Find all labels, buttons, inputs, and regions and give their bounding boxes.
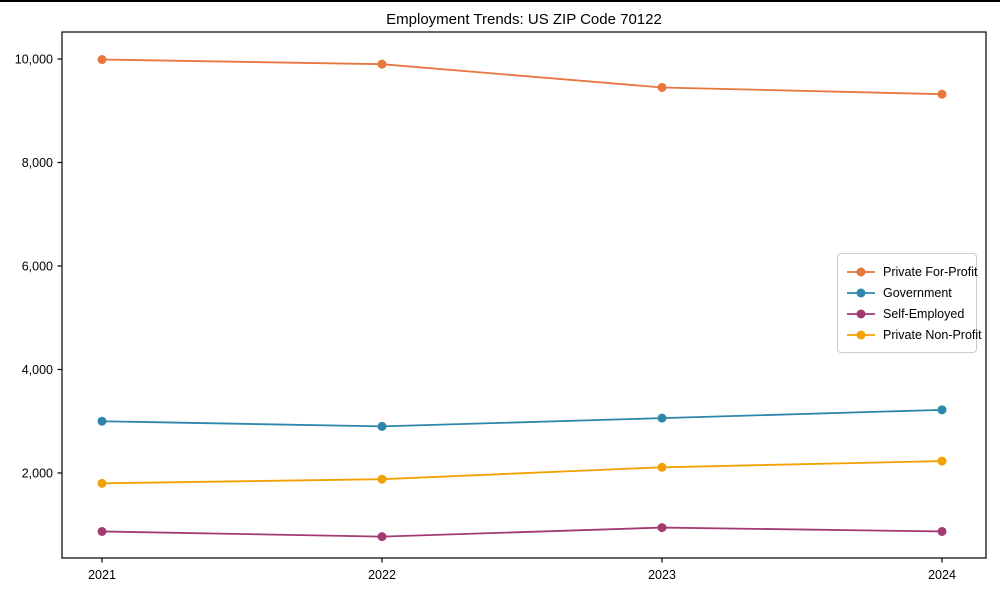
legend-sample-line-icon: [847, 288, 875, 297]
x-tick-label: 2022: [368, 568, 396, 582]
data-point-private-for-profit: [97, 55, 107, 65]
legend-item-private-for-profit: Private For-Profit: [846, 261, 977, 282]
legend-label: Private Non-Profit: [883, 327, 982, 342]
data-point-self-employed: [97, 526, 107, 536]
y-tick-label: 4,000: [22, 363, 53, 377]
data-point-private-non-profit: [97, 478, 107, 488]
legend-item-private-non-profit: Private Non-Profit: [846, 324, 982, 345]
data-point-government: [377, 421, 387, 431]
legend-label: Private For-Profit: [883, 264, 978, 279]
data-point-government: [97, 416, 107, 426]
y-tick-label: 10,000: [15, 52, 53, 66]
window-top-edge: [0, 0, 1000, 2]
series-line-self-employed: [101, 526, 943, 538]
data-point-self-employed: [937, 526, 947, 536]
y-tick-label: 2,000: [22, 466, 53, 480]
legend-label: Self-Employed: [883, 306, 965, 321]
x-tick-label: 2023: [648, 568, 676, 582]
data-point-private-for-profit: [377, 59, 387, 69]
data-point-government: [937, 405, 947, 415]
plot-frame: [61, 31, 987, 559]
data-point-self-employed: [657, 523, 667, 533]
legend-item-government: Government: [846, 282, 967, 303]
legend: Private For-Profit Government Self-Emplo…: [837, 253, 982, 353]
data-point-private-for-profit: [937, 89, 947, 99]
legend-sample-line-icon: [847, 309, 875, 318]
legend-label: Government: [883, 285, 952, 300]
data-point-private-for-profit: [657, 82, 667, 92]
y-tick-label: 8,000: [22, 156, 53, 170]
data-point-self-employed: [377, 532, 387, 542]
x-tick-label: 2021: [88, 568, 116, 582]
legend-sample-line-icon: [847, 267, 875, 276]
chart-title: Employment Trends: US ZIP Code 70122: [386, 11, 662, 28]
series-line-government: [101, 408, 943, 428]
x-tick-label: 2024: [928, 568, 956, 582]
legend-sample-line-icon: [847, 330, 875, 339]
legend-item-self-employed: Self-Employed: [846, 303, 967, 324]
series-line-private-for-profit: [101, 58, 943, 96]
data-point-private-non-profit: [657, 462, 667, 472]
data-point-government: [657, 413, 667, 423]
series-line-private-non-profit: [101, 460, 943, 485]
data-point-private-non-profit: [937, 456, 947, 466]
y-tick-label: 6,000: [22, 259, 53, 273]
data-point-private-non-profit: [377, 474, 387, 484]
